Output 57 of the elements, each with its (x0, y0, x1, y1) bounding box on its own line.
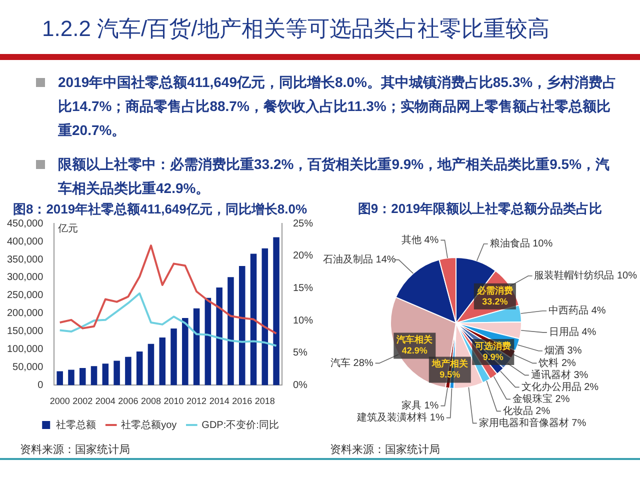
slice-label: 日用品 4% (548, 327, 596, 338)
x-tick-label: 2010 (164, 396, 184, 406)
y2-tick-label: 20% (292, 250, 314, 262)
y-tick-label: 300,000 (6, 272, 44, 284)
slice-label: 家用电器和音像器材 7% (478, 416, 586, 429)
x-tick-label: 2016 (232, 396, 252, 406)
slice-label: 烟酒 3% (544, 344, 582, 357)
slice-label: 粮油食品 10% (490, 238, 553, 250)
legend-label: 社零总额yoy (121, 418, 177, 431)
slice-label: 其他 4% (401, 234, 439, 246)
y2-tick-label: 10% (292, 315, 314, 326)
y-tick-label: 0 (38, 380, 44, 391)
slice-label: 家具 1% (401, 400, 439, 412)
y2-tick-label: 25% (292, 218, 314, 230)
text: 地产相关 9.5% (432, 358, 468, 380)
slice-label: 中西药品 4% (548, 304, 606, 317)
slice-label: 饮料 2% (538, 356, 576, 369)
x-tick-label: 2012 (186, 396, 207, 406)
slice-label: 化妆品 2% (502, 404, 550, 417)
x-tick-label: 2018 (254, 396, 275, 406)
y2-tick-label: 0% (292, 380, 308, 391)
slice-label: 金银珠宝 2% (512, 392, 570, 405)
y-tick-label: 150,000 (6, 326, 44, 338)
text: 资料来源：国家统计局 (20, 442, 130, 457)
slice-label: 服装鞋帽针纺织品 10% (534, 270, 638, 282)
y-tick-label: 200,000 (6, 308, 44, 320)
text: 2019年中国社零总额411,649亿元，同比增长8.0%。其中城镇消费占比85.3%，乡村消费占比14.7%；商品零售占比88.7%，餐饮收入占比11.3%；实物商品网上零售额占社零总额比重20.7%。 (58, 73, 618, 140)
text: 限额以上社零中：必需消费比重33.2%，百货相关比重9.9%，地产相关品类比重9.5%，汽车相关品类比重42.9%。 (58, 155, 611, 198)
y-tick-label: 350,000 (6, 254, 44, 266)
y-tick-label: 250,000 (6, 290, 44, 302)
text: 汽车相关 42.9% (396, 334, 433, 356)
x-tick-label: 2002 (72, 396, 93, 406)
x-tick-label: 2006 (118, 396, 138, 406)
slice-label: 汽车 28% (330, 356, 374, 369)
text: 资料来源：国家统计局 (330, 442, 440, 457)
text: 可选消费 9.9% (475, 341, 512, 362)
x-tick-label: 2014 (209, 396, 230, 406)
x-tick-label: 2008 (140, 396, 161, 406)
y-axis-title: 亿元 (57, 223, 78, 234)
x-tick-label: 2000 (50, 396, 70, 406)
chart-title: 图9：2019年限额以上社零总额分品类占比 (356, 200, 604, 218)
slice-label: 石油及制品 14% (322, 254, 396, 266)
slice-label: 文化办公用品 2% (521, 380, 599, 393)
slice-label: 建筑及装潢材料 1% (356, 412, 444, 424)
y-tick-label: 400,000 (6, 236, 44, 248)
legend-label: GDP:不变价:同比 (202, 418, 279, 431)
y-tick-label: 100,000 (6, 344, 44, 356)
x-tick-label: 2004 (95, 396, 116, 406)
y2-tick-label: 5% (292, 348, 308, 359)
y-tick-label: 450,000 (6, 218, 44, 230)
text: 必需消费 33.2% (476, 285, 513, 306)
slice-label: 通讯器材 3% (530, 368, 588, 381)
y-tick-label: 50,000 (12, 362, 44, 373)
text: 1.2.2 汽车/百货/地产相关等可选品类占社零比重较高 (42, 15, 550, 43)
chart-title: 图8：2019年社零总额411,649亿元，同比增长8.0% (12, 201, 308, 216)
legend-label: 社零总额 (56, 418, 96, 431)
y2-tick-label: 15% (292, 282, 314, 294)
